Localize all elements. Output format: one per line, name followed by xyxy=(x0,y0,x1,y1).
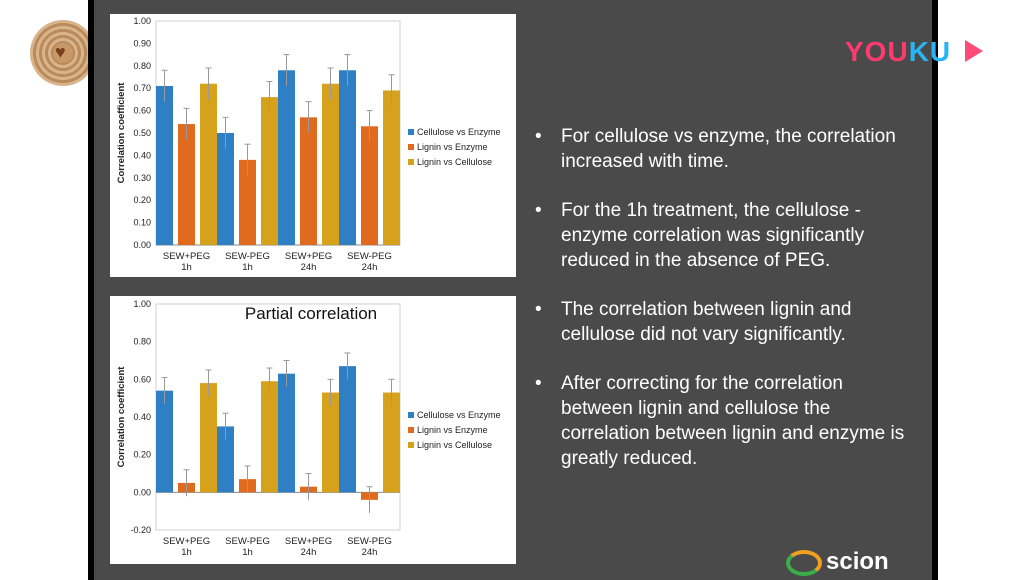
legend-swatch xyxy=(408,427,414,433)
bar xyxy=(383,90,400,245)
y-tick-label: 0.80 xyxy=(133,61,151,71)
x-tick-label: SEW-PEG xyxy=(225,251,270,262)
bar xyxy=(383,392,400,493)
right-border xyxy=(932,0,938,580)
youku-play-icon xyxy=(965,40,983,62)
x-tick-label: SEW+PEG xyxy=(285,536,332,547)
scion-swirl-icon xyxy=(786,549,822,576)
x-tick-label: SEW-PEG xyxy=(347,536,392,547)
bar xyxy=(217,426,234,493)
y-tick-label: 0.70 xyxy=(133,83,151,93)
legend-swatch xyxy=(408,144,414,150)
left-border xyxy=(88,0,94,580)
y-tick-label: 0.90 xyxy=(133,38,151,48)
bar xyxy=(178,124,195,245)
partial-correlation-chart-svg: -0.20 0.00 0.20 0.40 0.60 0.80 1.00 Correlation… xyxy=(116,299,501,558)
legend-label: Cellulose vs Enzyme xyxy=(417,127,501,137)
y-tick-label: 1.00 xyxy=(133,16,151,26)
x-tick-label: SEW+PEG xyxy=(163,536,210,547)
y-tick-label: 1.00 xyxy=(133,299,151,309)
y-tick-label: 0.60 xyxy=(133,106,151,116)
bar xyxy=(200,383,217,493)
x-tick-label: SEW+PEG xyxy=(285,251,332,262)
bar xyxy=(261,381,278,493)
y-tick-label: -0.20 xyxy=(130,525,151,535)
x-tick-label: SEW-PEG xyxy=(225,536,270,547)
watermark-part2: KU xyxy=(908,36,952,67)
bullet-dot: • xyxy=(535,299,542,320)
bullet-text: The correlation between lignin and cellu… xyxy=(561,299,852,345)
partial-correlation-chart: -0.20 0.00 0.20 0.40 0.60 0.80 1.00 Correlation… xyxy=(110,296,516,564)
bar xyxy=(200,83,217,245)
x-tick-label: 1h xyxy=(181,547,192,558)
youku-watermark: YOUKU xyxy=(845,36,951,68)
scion-logo-text: scion xyxy=(826,548,889,575)
x-tick-label: 1h xyxy=(242,547,253,558)
y-tick-label: 0.20 xyxy=(133,195,151,205)
legend-swatch xyxy=(408,442,414,448)
scion-logo: scion xyxy=(786,548,889,576)
bullet-text: After correcting for the correlation bet… xyxy=(561,373,905,469)
legend-swatch xyxy=(408,159,414,165)
y-tick-label: 0.10 xyxy=(133,218,151,228)
y-tick-label: 0.00 xyxy=(133,240,151,250)
y-tick-label: 0.30 xyxy=(133,173,151,183)
watermark-part1: YOU xyxy=(845,36,909,67)
y-tick-label: 0.60 xyxy=(133,374,151,384)
bar xyxy=(322,392,339,493)
legend-label: Lignin vs Cellulose xyxy=(417,157,492,167)
y-tick-label: 0.20 xyxy=(133,450,151,460)
bar xyxy=(156,390,173,493)
legend-label: Lignin vs Enzyme xyxy=(417,142,488,152)
legend-swatch xyxy=(408,129,414,135)
y-axis-label: Correlation coefficient xyxy=(116,366,127,468)
correlation-chart-svg: 0.00 0.10 0.20 0.30 0.40 0.50 0.60 0.70 0.80 0.90… xyxy=(116,16,501,273)
legend-swatch xyxy=(408,412,414,418)
x-tick-label: 1h xyxy=(242,262,253,273)
correlation-chart: 0.00 0.10 0.20 0.30 0.40 0.50 0.60 0.70 0.80 0.90… xyxy=(110,14,516,277)
y-tick-label: 0.40 xyxy=(133,150,151,160)
bullet-dot: • xyxy=(535,373,542,394)
bar xyxy=(278,373,295,493)
wood-logo-icon: ♥ xyxy=(30,20,96,86)
bullet-text: For the 1h treatment, the cellulose - en… xyxy=(561,200,865,271)
x-tick-label: SEW-PEG xyxy=(347,251,392,262)
y-tick-label: 0.40 xyxy=(133,412,151,422)
y-tick-label: 0.00 xyxy=(133,487,151,497)
x-tick-label: 24h xyxy=(362,547,378,558)
bullet-item: • For cellulose vs enzyme, the correlatio… xyxy=(535,124,915,174)
bar xyxy=(156,85,173,246)
bar xyxy=(239,159,256,245)
bullet-dot: • xyxy=(535,200,542,221)
bar xyxy=(322,83,339,245)
bullet-item: • After correcting for the correlation be… xyxy=(535,371,915,471)
y-tick-label: 0.50 xyxy=(133,128,151,138)
bullet-text: For cellulose vs enzyme, the correlation… xyxy=(561,126,896,172)
bar xyxy=(339,366,356,493)
bar xyxy=(300,117,317,245)
bar xyxy=(261,97,278,245)
x-tick-label: 24h xyxy=(301,547,317,558)
bullet-dot: • xyxy=(535,126,542,147)
legend-label: Lignin vs Enzyme xyxy=(417,425,488,435)
bar xyxy=(339,70,356,245)
bar xyxy=(361,126,378,245)
bar xyxy=(217,133,234,245)
x-tick-label: 1h xyxy=(181,262,192,273)
legend-label: Lignin vs Cellulose xyxy=(417,440,492,450)
x-tick-label: SEW+PEG xyxy=(163,251,210,262)
y-tick-label: 0.80 xyxy=(133,337,151,347)
legend-label: Cellulose vs Enzyme xyxy=(417,410,501,420)
bullet-item: • The correlation between lignin and cell… xyxy=(535,297,915,347)
x-tick-label: 24h xyxy=(362,262,378,273)
bullet-item: • For the 1h treatment, the cellulose - e… xyxy=(535,198,915,273)
x-tick-label: 24h xyxy=(301,262,317,273)
bullet-list: • For cellulose vs enzyme, the correlatio… xyxy=(535,124,915,495)
chart-title: Partial correlation xyxy=(245,304,377,323)
y-axis-label: Correlation coefficient xyxy=(116,82,127,184)
bar xyxy=(278,70,295,245)
